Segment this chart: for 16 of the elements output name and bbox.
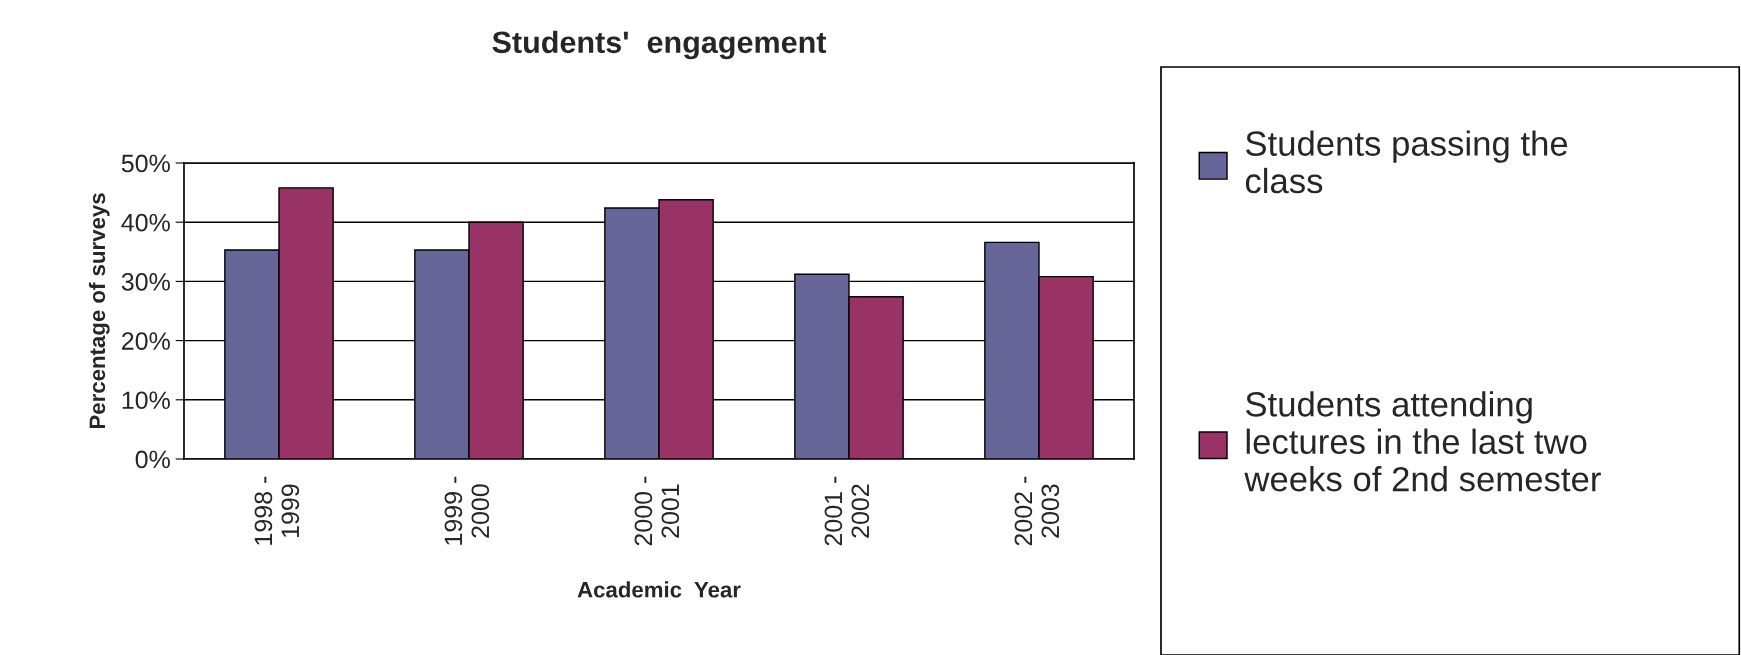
- x-axis-title: Academic Year: [577, 581, 741, 598]
- x-tick-label: 2000 - 2001: [634, 476, 680, 546]
- legend-label: Students passing the class: [1245, 130, 1568, 194]
- x-tick-label: 2001 - 2002: [824, 476, 870, 546]
- y-tick-label: 0%: [135, 450, 170, 469]
- y-tick-label: 40%: [121, 213, 170, 232]
- y-axis-title: Percentage of surveys: [88, 193, 110, 429]
- x-tick-label: 1999 - 2000: [444, 476, 490, 545]
- x-tick-label: 2002 - 2003: [1014, 476, 1060, 546]
- y-tick-label: 50%: [121, 154, 170, 173]
- chart-title: Students' engagement: [492, 30, 827, 60]
- y-tick-label: 30%: [121, 273, 170, 291]
- legend-label: Students attending lectures in the last two weeks of 2nd semester: [1244, 391, 1601, 492]
- x-tick-label: 1998 - 1999: [254, 476, 300, 545]
- y-tick-label: 20%: [122, 332, 170, 350]
- y-tick-label: 10%: [122, 391, 170, 410]
